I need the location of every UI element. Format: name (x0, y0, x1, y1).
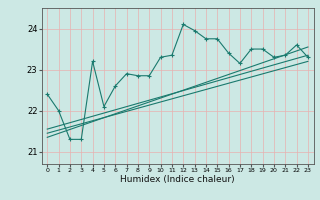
X-axis label: Humidex (Indice chaleur): Humidex (Indice chaleur) (120, 175, 235, 184)
